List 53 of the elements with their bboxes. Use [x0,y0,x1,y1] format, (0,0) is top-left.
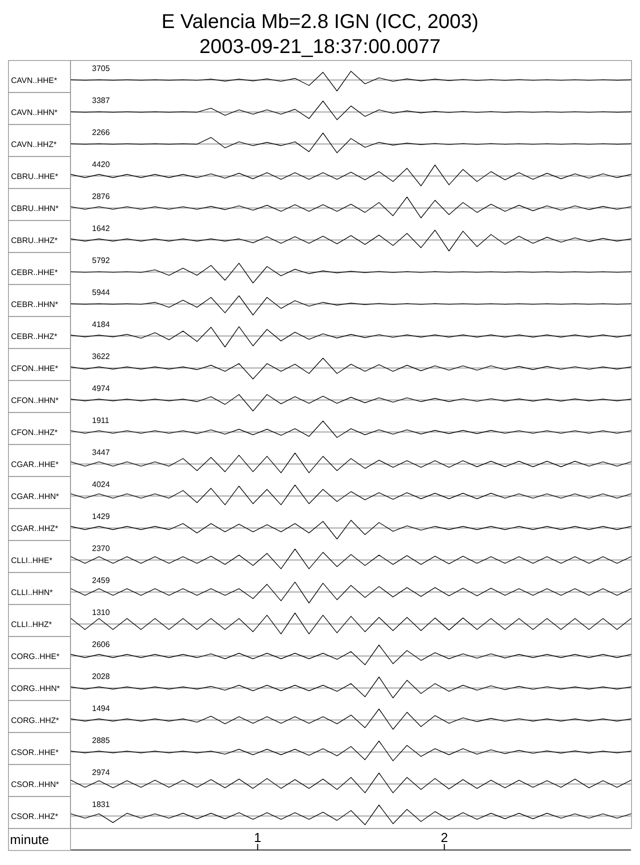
y-axis-title: CGAR..HHN* [11,492,60,501]
annotation: 2876 [92,192,110,201]
y-axis-title: CFON..HHZ* [11,428,58,437]
annotation: 1429 [92,512,110,521]
annotation: 2974 [92,768,110,777]
y-axis-title: CFON..HHN* [11,396,59,405]
y-axis-title: CAVN..HHN* [11,108,58,117]
y-axis-title: CBRU..HHE* [11,172,58,181]
y-axis-title: CLLI..HHE* [11,556,52,565]
x-tick-label: 2 [440,830,448,845]
y-axis-title: CEBR..HHZ* [11,332,58,341]
y-axis-title: CSOR..HHZ* [11,812,58,821]
chart-subtitle: 2003-09-21_18:37:00.0077 [199,36,441,58]
annotation: 2028 [92,672,110,681]
text: 4974 [92,384,110,393]
annotation: 2606 [92,640,110,649]
x-axis-title: minute [10,832,50,847]
y-axis-title: CEBR..HHE* [11,268,58,277]
y-axis-title: CAVN..HHE* [11,76,58,85]
y-axis-title: CORG..HHZ* [11,716,59,725]
annotation: 2370 [92,544,110,553]
annotation: 1494 [92,704,110,713]
y-axis-title: CBRU..HHN* [11,204,59,213]
annotation: 2885 [92,736,110,745]
annotation: 5792 [92,256,110,265]
y-axis-title: CORG..HHE* [11,652,60,661]
y-axis-title: CGAR..HHE* [11,460,59,469]
annotation: 3705 [92,64,110,73]
annotation: 4184 [92,320,110,329]
y-axis-title: CLLI..HHN* [11,588,53,597]
y-axis-title: CSOR..HHN* [11,780,60,789]
y-axis-title: CFON..HHE* [11,364,58,373]
annotation: 1831 [92,800,110,809]
annotation: 2459 [92,576,110,585]
annotation: 5944 [92,288,110,297]
y-axis-title: CSOR..HHE* [11,748,59,757]
y-axis-title: CEBR..HHN* [11,300,58,309]
annotation: 3447 [92,448,110,457]
annotation: 1310 [92,608,110,617]
annotation: 3622 [92,352,110,361]
y-axis-title: CORG..HHN* [11,684,60,693]
annotation: 1642 [92,224,110,233]
annotation: 1911 [92,416,110,425]
annotation: 2266 [92,128,110,137]
y-axis-title: CGAR..HHZ* [11,524,58,533]
x-tick-label: 1 [254,830,262,845]
y-axis-title: CBRU..HHZ* [11,236,58,245]
chart-title: E Valencia Mb=2.8 IGN (ICC, 2003) [162,11,478,33]
y-axis-title: CLLI..HHZ* [11,620,52,629]
annotation: 4024 [92,480,110,489]
y-axis-title: CAVN..HHZ* [11,140,57,149]
annotation: 4420 [92,160,110,169]
annotation: 3387 [92,96,110,105]
